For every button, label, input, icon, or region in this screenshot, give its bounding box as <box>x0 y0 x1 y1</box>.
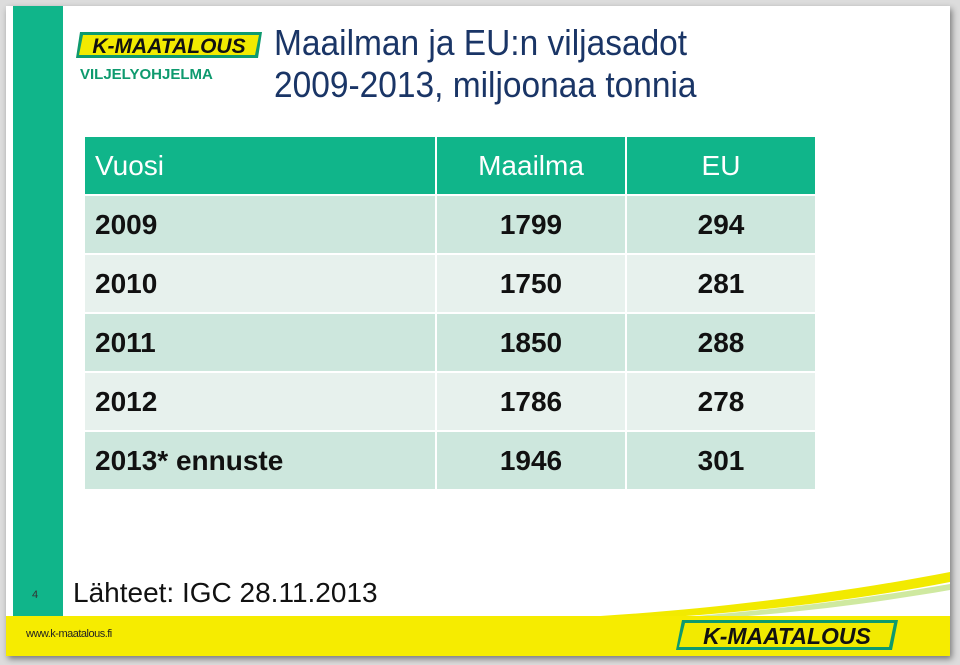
source-note: Lähteet: IGC 28.11.2013 <box>73 577 378 608</box>
cell-year: 2009 <box>83 194 437 255</box>
cell-eu: 288 <box>625 312 817 373</box>
cell-world: 1946 <box>435 430 627 491</box>
cell-year: 2010 <box>83 253 437 314</box>
header-year: Vuosi <box>83 135 437 196</box>
footer-k-maatalous-logo: K-MAATALOUS <box>676 620 898 650</box>
table-row: 2012 1786 278 <box>83 371 817 432</box>
header-eu: EU <box>625 135 817 196</box>
table-header-row: Vuosi Maailma EU <box>83 135 817 196</box>
cell-eu: 278 <box>625 371 817 432</box>
logo-subtitle-text: VILJELYOHJELMA <box>80 66 213 83</box>
table-row: 2011 1850 288 <box>83 312 817 373</box>
cell-eu: 281 <box>625 253 817 314</box>
cell-world: 1850 <box>435 312 627 373</box>
cell-world: 1750 <box>435 253 627 314</box>
cell-world: 1786 <box>435 371 627 432</box>
cell-year: 2011 <box>83 312 437 373</box>
footer-url: www.k-maatalous.fi <box>26 628 112 640</box>
cell-world: 1799 <box>435 194 627 255</box>
title-line-2: 2009-2013, miljoonaa tonnia <box>274 64 697 105</box>
table-row: 2009 1799 294 <box>83 194 817 255</box>
cell-eu: 294 <box>625 194 817 255</box>
page-title: Maailman ja EU:n viljasadot 2009-2013, m… <box>274 22 869 106</box>
table-row: 2010 1750 281 <box>83 253 817 314</box>
cell-eu: 301 <box>625 430 817 491</box>
cell-year: 2012 <box>83 371 437 432</box>
header-world: Maailma <box>435 135 627 196</box>
side-accent-bar <box>13 6 63 616</box>
slide-number: 4 <box>32 589 39 601</box>
k-maatalous-logo: K-MAATALOUS VILJELYOHJELMA <box>76 32 262 83</box>
cell-year: 2013* ennuste <box>83 430 437 491</box>
footer-logo-text: K-MAATALOUS <box>703 623 871 649</box>
title-line-1: Maailman ja EU:n viljasadot <box>274 22 688 63</box>
harvest-table: Vuosi Maailma EU 2009 1799 294 2010 1750… <box>83 135 817 491</box>
slide: K-MAATALOUS VILJELYOHJELMA Maailman ja E… <box>6 6 950 656</box>
logo-brand-text: K-MAATALOUS <box>92 35 245 58</box>
table-row: 2013* ennuste 1946 301 <box>83 430 817 491</box>
